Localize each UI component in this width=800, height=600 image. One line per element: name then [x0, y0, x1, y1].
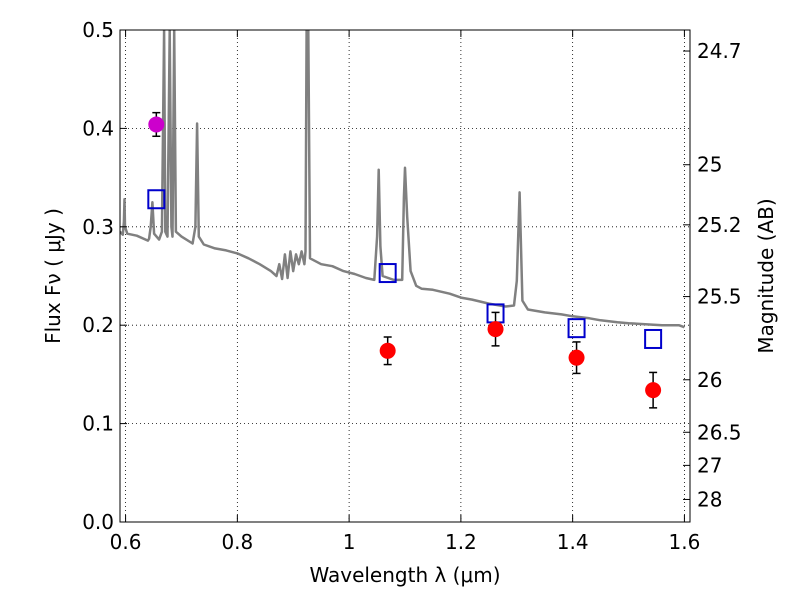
x-tick-label: 1 [343, 530, 356, 554]
y2-axis-label: Magnitude (AB) [754, 198, 778, 353]
model-photometry-square [147, 189, 166, 210]
y2-tick-label: 26.5 [697, 420, 742, 444]
y-axis-label: Flux Fν ( μJy ) [41, 208, 65, 344]
y2-tick-label: 25 [697, 153, 722, 177]
observed-point [645, 382, 662, 399]
ticks: 0.6 0.8 1 1.2 1.4 1.6 0.0 0.1 0.2 0.3 0.4 0.5 24.7 25… [82, 18, 741, 554]
y-tick-label: 0.4 [82, 116, 114, 140]
model-photometry-square [378, 263, 397, 284]
x-tick-label: 0.6 [110, 530, 142, 554]
observed-point [487, 321, 504, 338]
y2-tick-label: 25.2 [697, 213, 742, 237]
x-axis-label: Wavelength λ (μm) [309, 563, 500, 587]
y2-tick-label: 28 [697, 487, 722, 511]
model-photometry-square [567, 318, 586, 339]
y-tick-label: 0.0 [82, 510, 114, 534]
x-tick-label: 1.4 [557, 530, 589, 554]
y2-tick-label: 26 [697, 368, 722, 392]
model-photometry-square [644, 328, 663, 349]
observed-point [568, 349, 585, 366]
x-tick-label: 1.2 [445, 530, 477, 554]
y2-tick-label: 27 [697, 453, 722, 477]
data-layer [120, 30, 685, 409]
observed-point [148, 116, 165, 133]
model-spectrum-line [120, 30, 685, 329]
y-tick-label: 0.1 [82, 412, 114, 436]
y-tick-label: 0.3 [82, 215, 114, 239]
x-tick-label: 0.8 [221, 530, 253, 554]
y2-tick-label: 24.7 [697, 39, 742, 63]
grid [120, 29, 690, 523]
y2-tick-label: 25.5 [697, 285, 742, 309]
x-tick-label: 1.6 [669, 530, 701, 554]
axes-frame [119, 29, 691, 523]
observed-point [379, 342, 396, 359]
y-tick-label: 0.2 [82, 313, 114, 337]
y-tick-label: 0.5 [82, 18, 114, 42]
